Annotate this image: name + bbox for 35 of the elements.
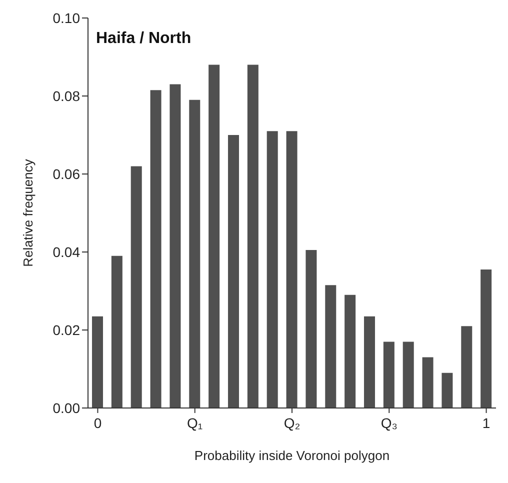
bar (402, 342, 414, 408)
y-tick-label: 0.10 (52, 10, 80, 26)
bar (170, 84, 181, 408)
bar (364, 316, 375, 408)
bar (111, 256, 122, 408)
bar (422, 357, 434, 408)
bar (150, 90, 162, 408)
y-tick-label: 0.08 (52, 88, 80, 104)
bar (286, 131, 298, 408)
bar (130, 166, 142, 408)
text: Haifa / North (96, 30, 192, 48)
y-tick-label: 0.02 (52, 322, 80, 338)
bar (247, 64, 258, 408)
bar (480, 270, 492, 408)
bar (208, 64, 220, 408)
x-axis-title: Probability inside Voronoi polygon (194, 448, 390, 463)
bar (325, 285, 336, 408)
y-tick-label: 0.00 (52, 400, 80, 416)
bar (306, 250, 317, 408)
bar (266, 131, 278, 408)
x-tick-label: Q₂ (284, 415, 300, 431)
bar (442, 372, 453, 408)
bar (228, 135, 239, 408)
bar (92, 316, 103, 408)
y-tick-label: 0.04 (52, 244, 80, 260)
bar (344, 294, 356, 408)
y-tick-label: 0.06 (52, 166, 80, 182)
x-tick-label: 1 (482, 415, 490, 431)
bar (383, 342, 394, 408)
x-tick-label: Q₁ (187, 415, 203, 431)
bar (461, 326, 472, 408)
y-axis-title: Relative frequency (20, 158, 36, 267)
bar (189, 100, 200, 408)
x-tick-label: 0 (94, 415, 102, 431)
x-tick-label: Q₃ (380, 415, 398, 431)
